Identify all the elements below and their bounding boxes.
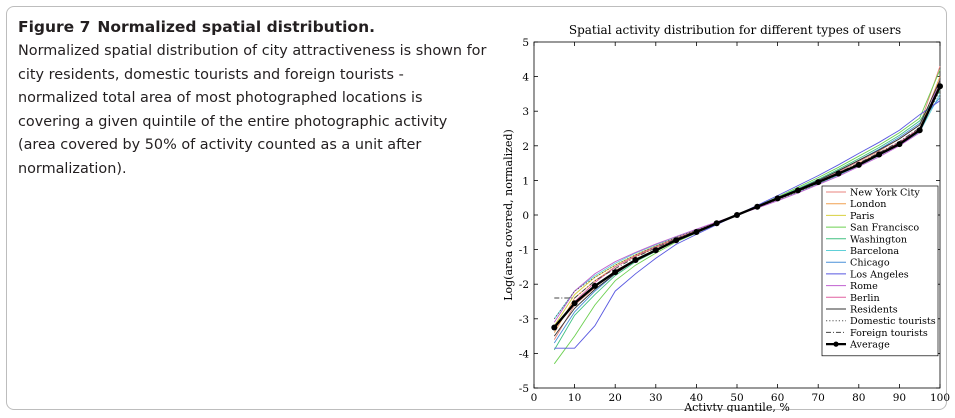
legend-entry-label: Foreign tourists bbox=[850, 328, 928, 339]
x-tick-label: 70 bbox=[812, 392, 825, 404]
x-tick-label: 20 bbox=[609, 392, 622, 404]
y-axis-label: Log(area covered, normalized) bbox=[502, 129, 515, 301]
legend-entry-label: Barcelona bbox=[850, 246, 899, 257]
average-marker bbox=[876, 151, 883, 158]
y-tick-label: 0 bbox=[522, 210, 529, 222]
average-marker bbox=[693, 228, 700, 235]
caption-body: Normalized spatial distribution of city … bbox=[18, 43, 487, 177]
x-tick-label: 0 bbox=[531, 392, 538, 404]
average-marker bbox=[916, 127, 923, 134]
average-marker bbox=[774, 195, 781, 202]
average-marker bbox=[835, 170, 842, 177]
y-tick-label: -3 bbox=[519, 314, 529, 326]
line-chart: Spatial activity distribution for differ… bbox=[502, 23, 950, 414]
y-tick-label: -4 bbox=[519, 348, 530, 360]
legend-entry-label: Average bbox=[849, 340, 890, 351]
legend-entry-label: Berlin bbox=[850, 293, 880, 304]
x-tick-label: 60 bbox=[771, 392, 784, 404]
chart-title: Spatial activity distribution for differ… bbox=[569, 23, 901, 37]
y-tick-label: 1 bbox=[522, 175, 529, 187]
average-marker bbox=[855, 161, 862, 168]
average-marker bbox=[937, 83, 943, 90]
figure-caption: Figure 7 Normalized spatial distribution.… bbox=[18, 16, 488, 181]
x-tick-label: 40 bbox=[690, 392, 703, 404]
average-marker bbox=[571, 300, 578, 307]
caption-title-line: Figure 7 Normalized spatial distribution. bbox=[18, 16, 488, 38]
average-marker bbox=[896, 141, 903, 148]
x-tick-label: 90 bbox=[893, 392, 906, 404]
average-marker bbox=[591, 282, 598, 289]
legend-entry-label: Domestic tourists bbox=[850, 316, 936, 327]
y-tick-label: 2 bbox=[522, 141, 529, 153]
figure-panel bbox=[6, 6, 947, 410]
average-marker bbox=[815, 179, 822, 186]
x-tick-label: 80 bbox=[852, 392, 865, 404]
average-marker bbox=[652, 247, 659, 254]
x-tick-label: 30 bbox=[649, 392, 662, 404]
average-marker bbox=[551, 324, 558, 331]
axes-group: 0 10 20 30 40 50 60 70 80 90 100 -5 -4 -3 -2 -1 0 1 2 3 4 5 bbox=[519, 37, 950, 404]
average-marker bbox=[612, 269, 619, 276]
x-axis-label: Activty quantile, % bbox=[683, 401, 790, 412]
y-tick-label: 5 bbox=[522, 37, 529, 49]
legend-entry-label: Chicago bbox=[850, 258, 890, 269]
x-tick-label: 100 bbox=[930, 392, 950, 404]
x-tick-label: 50 bbox=[730, 392, 743, 404]
y-tick-label: -2 bbox=[519, 279, 529, 291]
average-marker bbox=[673, 237, 680, 244]
average-marker bbox=[713, 220, 720, 227]
series-line-average bbox=[553, 85, 942, 329]
legend-entry-label: Rome bbox=[850, 281, 878, 292]
legend-entry-label: Washington bbox=[850, 234, 907, 245]
legend-marker bbox=[833, 341, 839, 347]
legend-entry-label: London bbox=[850, 199, 886, 210]
y-tick-label: -5 bbox=[519, 383, 529, 395]
average-marker bbox=[754, 203, 761, 210]
series-lines-group bbox=[551, 66, 943, 365]
legend-entry-label: Residents bbox=[850, 305, 898, 316]
y-tick-label: 3 bbox=[522, 106, 529, 118]
legend-entry-label: New York City bbox=[850, 188, 920, 199]
chart-container: Spatial activity distribution for differ… bbox=[490, 12, 950, 414]
y-tick-label: -1 bbox=[519, 245, 529, 257]
legend-box bbox=[821, 185, 939, 357]
average-marker bbox=[632, 256, 639, 263]
x-tick-label: 10 bbox=[568, 392, 581, 404]
legend-entry-label: San Francisco bbox=[850, 223, 919, 234]
figure-label: Figure 7 bbox=[18, 18, 91, 36]
y-tick-label: 4 bbox=[522, 72, 529, 84]
figure-title: Normalized spatial distribution. bbox=[97, 18, 375, 36]
average-marker bbox=[794, 187, 801, 194]
legend-entry-label: Los Angeles bbox=[850, 269, 909, 280]
legend-entry-label: Paris bbox=[850, 211, 874, 222]
average-marker bbox=[734, 212, 740, 218]
